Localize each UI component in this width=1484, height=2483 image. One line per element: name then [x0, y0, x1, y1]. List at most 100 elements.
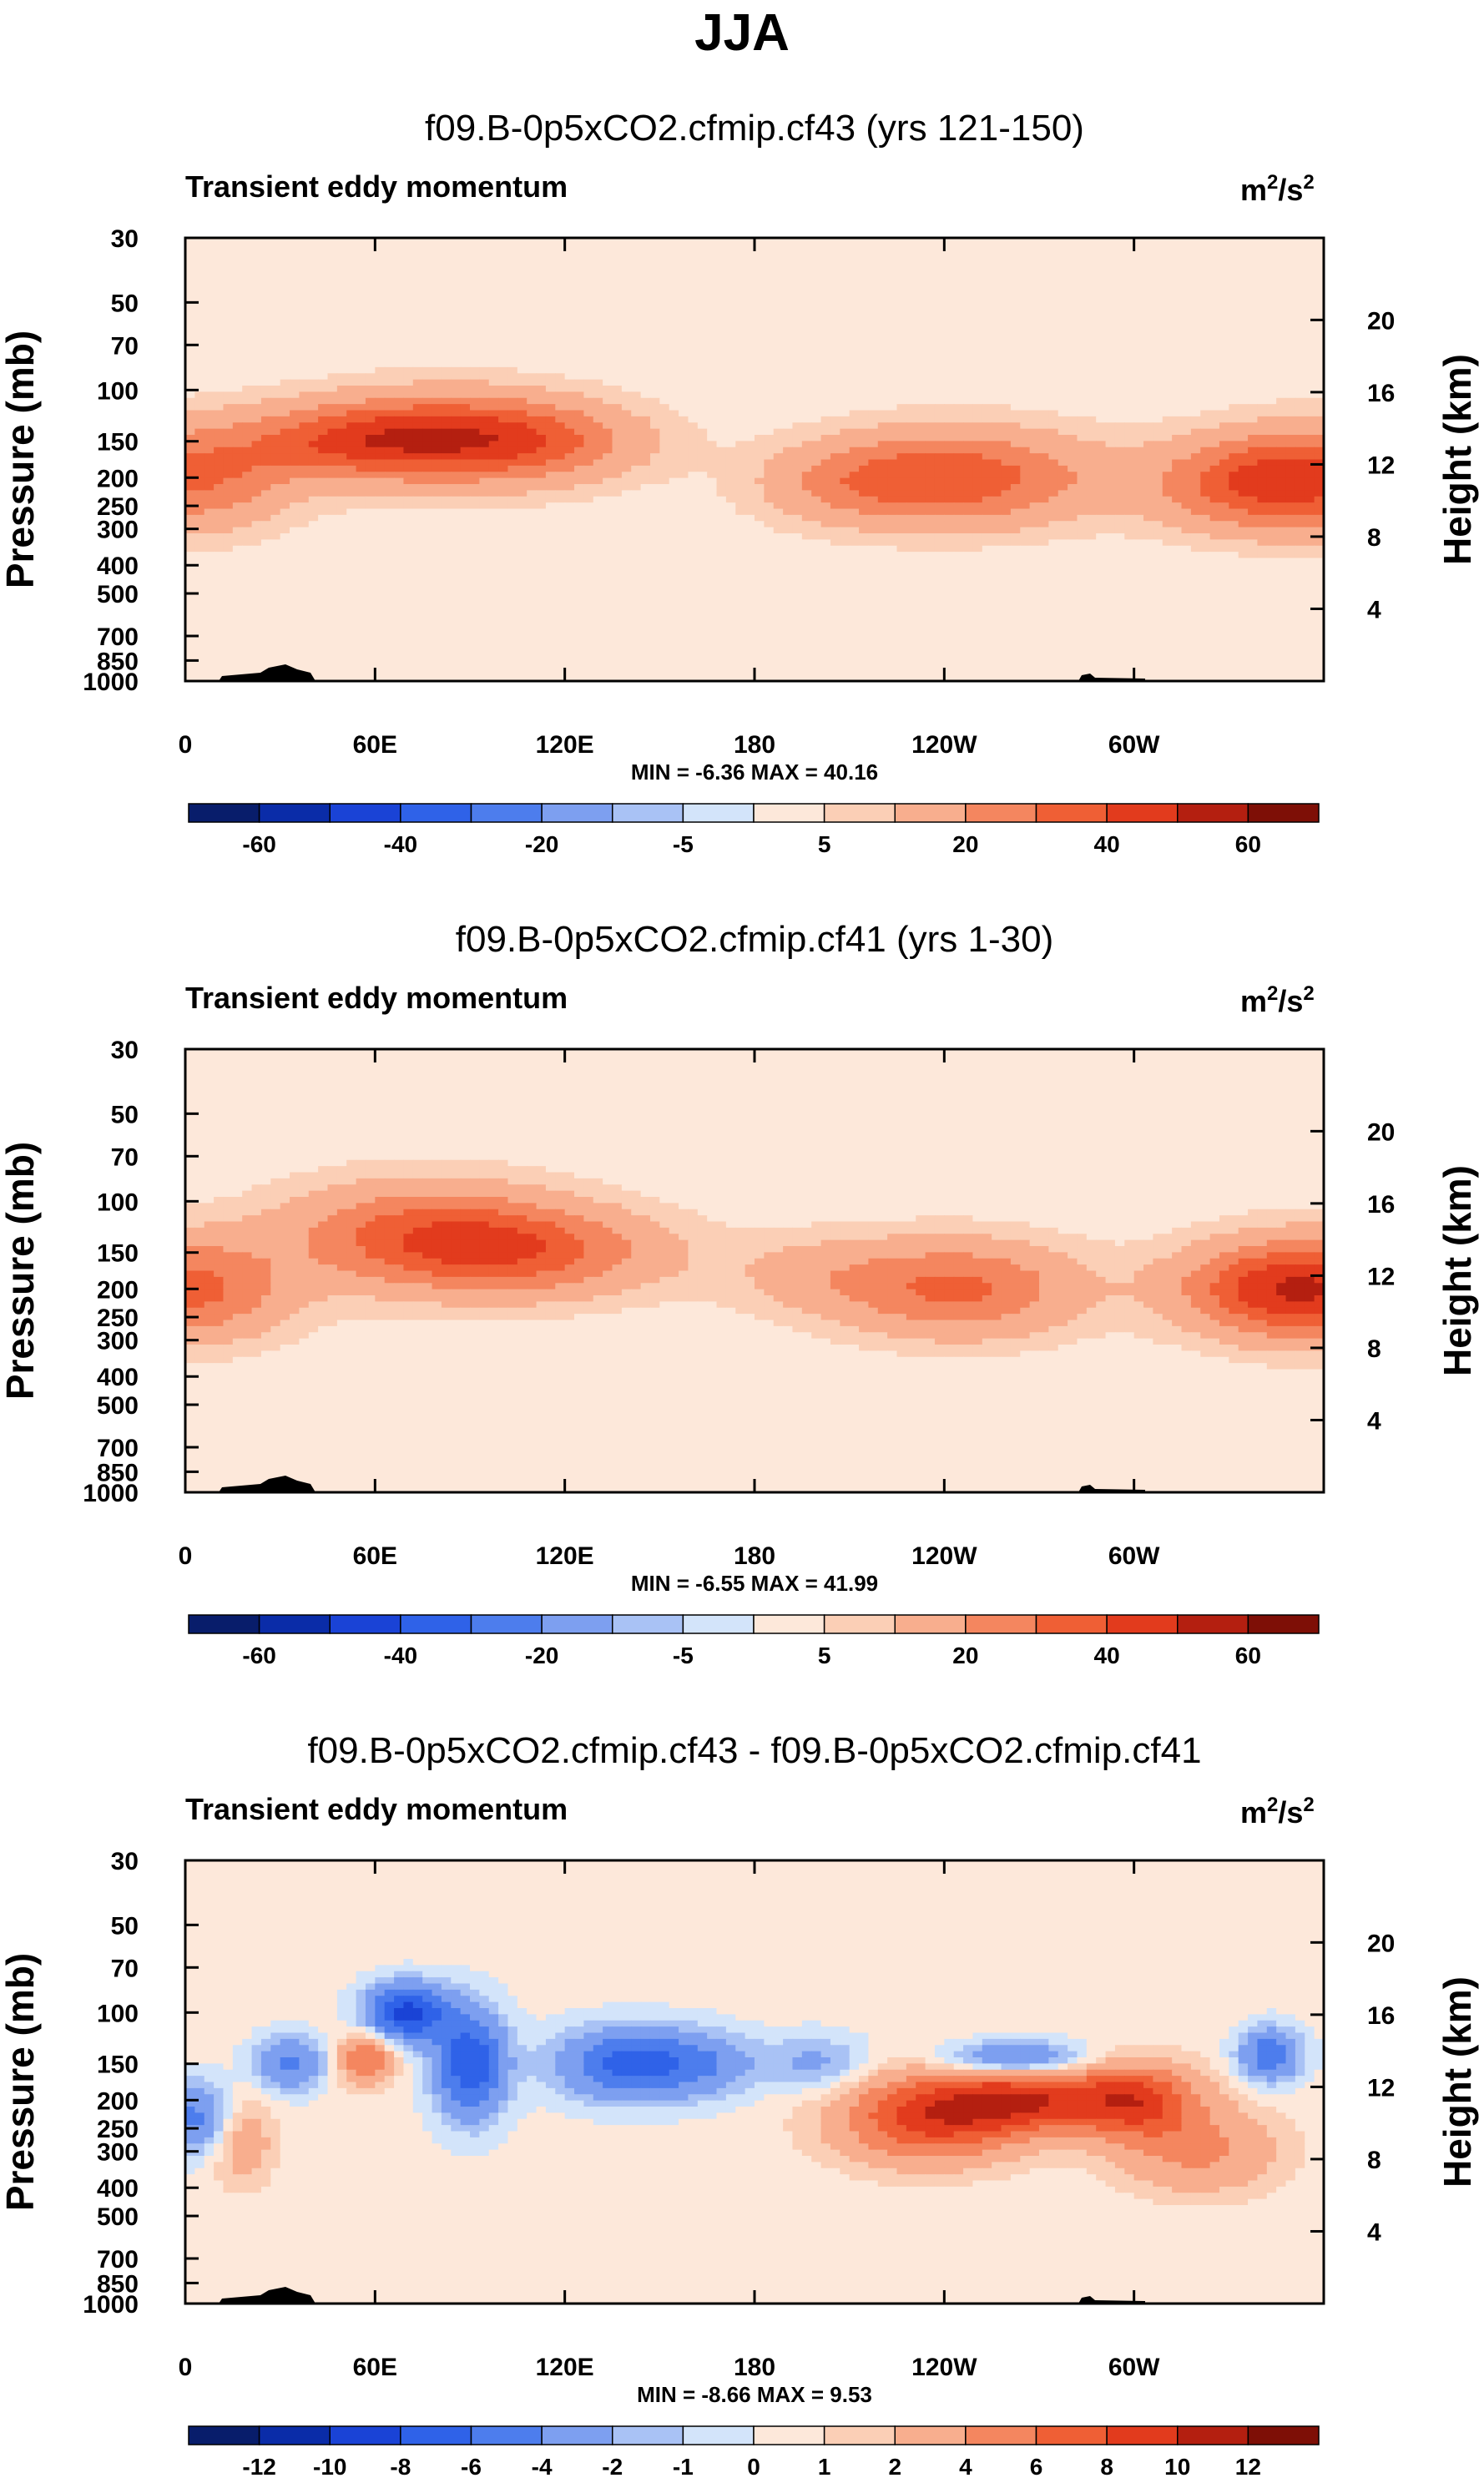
- heatmap-cell: [308, 477, 319, 485]
- heatmap-cell: [583, 472, 594, 479]
- heatmap-cell: [593, 256, 603, 264]
- heatmap-cell: [1114, 262, 1125, 270]
- heatmap-cell: [204, 484, 215, 491]
- heatmap-cell: [1153, 404, 1163, 411]
- heatmap-cell: [375, 299, 386, 306]
- heatmap-cell: [451, 256, 462, 264]
- heatmap-cell: [564, 250, 575, 257]
- heatmap-cell: [327, 484, 338, 491]
- heatmap-cell: [840, 386, 851, 392]
- heatmap-cell: [204, 244, 215, 251]
- heatmap-cell: [612, 268, 623, 275]
- heatmap-cell: [745, 256, 755, 264]
- heatmap-cell: [498, 484, 509, 491]
- heatmap-cell: [716, 484, 727, 491]
- heatmap-cell: [422, 410, 433, 417]
- heatmap-cell: [1133, 336, 1144, 343]
- heatmap-cell: [1219, 373, 1229, 381]
- heatmap-cell: [877, 447, 888, 454]
- heatmap-cell: [1266, 262, 1277, 270]
- heatmap-cell: [1248, 324, 1259, 331]
- heatmap-cell: [1114, 305, 1125, 313]
- heatmap-cell: [507, 410, 518, 417]
- heatmap-cell: [811, 404, 822, 411]
- heatmap-cell: [346, 305, 357, 313]
- heatmap-cell: [1105, 330, 1116, 337]
- heatmap-cell: [204, 256, 215, 264]
- heatmap-cell: [1172, 441, 1183, 448]
- heatmap-cell: [621, 404, 632, 411]
- heatmap-cell: [735, 435, 746, 442]
- heatmap-cell: [527, 391, 538, 399]
- heatmap-cell: [593, 453, 603, 461]
- heatmap-cell: [1238, 305, 1249, 313]
- heatmap-cell: [527, 472, 538, 479]
- heatmap-cell: [290, 373, 300, 381]
- heatmap-cell: [612, 422, 623, 430]
- heatmap-cell: [479, 311, 490, 319]
- heatmap-cell: [953, 268, 964, 275]
- heatmap-cell: [992, 453, 1002, 461]
- heatmap-cell: [536, 366, 547, 374]
- heatmap-cell: [498, 262, 509, 270]
- heatmap-cell: [621, 355, 632, 362]
- heatmap-cell: [735, 465, 746, 472]
- heatmap-cell: [214, 348, 225, 356]
- heatmap-cell: [820, 447, 831, 454]
- heatmap-cell: [1068, 422, 1078, 430]
- heatmap-cell: [688, 416, 699, 423]
- heatmap-cell: [1248, 366, 1259, 374]
- heatmap-cell: [992, 348, 1002, 356]
- heatmap-cell: [603, 317, 613, 325]
- heatmap-cell: [840, 459, 851, 467]
- heatmap-cell: [536, 404, 547, 411]
- heatmap-cell: [621, 397, 632, 405]
- heatmap-cell: [868, 268, 879, 275]
- heatmap-cell: [451, 373, 462, 381]
- heatmap-cell: [394, 447, 405, 454]
- heatmap-cell: [232, 366, 243, 374]
- heatmap-cell: [1219, 435, 1229, 442]
- heatmap-cell: [1295, 416, 1305, 423]
- heatmap-cell: [242, 330, 253, 337]
- heatmap-cell: [422, 317, 433, 325]
- heatmap-cell: [536, 435, 547, 442]
- heatmap-cell: [251, 484, 262, 491]
- heatmap-cell: [470, 299, 480, 306]
- heatmap-cell: [1238, 262, 1249, 270]
- heatmap-cell: [649, 366, 660, 374]
- heatmap-cell: [299, 250, 310, 257]
- heatmap-cell: [1105, 472, 1116, 479]
- heatmap-cell: [1133, 459, 1144, 467]
- heatmap-cell: [1305, 330, 1315, 337]
- heatmap-cell: [308, 422, 319, 430]
- heatmap-cell: [963, 484, 974, 491]
- heatmap-cell: [811, 244, 822, 251]
- heatmap-cell: [688, 386, 699, 392]
- heatmap-cell: [422, 299, 433, 306]
- heatmap-cell: [394, 244, 405, 251]
- heatmap-cell: [422, 293, 433, 300]
- heatmap-cell: [1238, 348, 1249, 356]
- heatmap-cell: [830, 330, 840, 337]
- heatmap-cell: [811, 397, 822, 405]
- heatmap-cell: [1105, 280, 1116, 288]
- heatmap-cell: [479, 447, 490, 454]
- heatmap-cell: [887, 416, 898, 423]
- heatmap-cell: [394, 459, 405, 467]
- heatmap-cell: [260, 268, 271, 275]
- heatmap-cell: [384, 299, 395, 306]
- heatmap-cell: [621, 342, 632, 350]
- heatmap-cell: [1200, 435, 1211, 442]
- heatmap-cell: [194, 280, 205, 288]
- heatmap-cell: [1105, 293, 1116, 300]
- heatmap-cell: [498, 293, 509, 300]
- heatmap-cell: [194, 287, 205, 294]
- heatmap-cell: [290, 447, 300, 454]
- heatmap-cell: [982, 324, 992, 331]
- heatmap-cell: [422, 386, 433, 392]
- heatmap-cell: [934, 287, 945, 294]
- heatmap-cell: [982, 275, 992, 282]
- heatmap-cell: [896, 268, 907, 275]
- heatmap-cell: [394, 441, 405, 448]
